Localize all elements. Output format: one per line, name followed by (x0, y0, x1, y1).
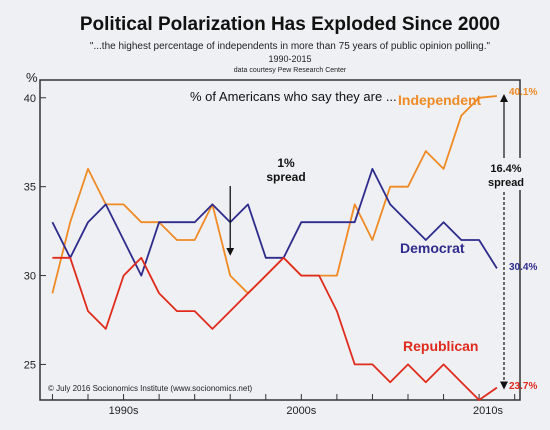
data-source: data courtesy Pew Research Center (234, 67, 347, 74)
series-label-republican: Republican (403, 338, 478, 354)
series-line-democrat (51, 167, 498, 277)
x-tick-label: 2000s (286, 405, 316, 417)
chart-subtitle: "...the highest percentage of independen… (90, 41, 491, 52)
spread-2000-label: spread (266, 170, 305, 184)
end-value-democrat: 30.4% (509, 262, 537, 273)
x-tick-label: 2010s (473, 405, 503, 417)
series-label-democrat: Democrat (400, 240, 465, 256)
end-value-independent: 40.1% (509, 87, 537, 98)
y-tick-label: 35 (24, 182, 36, 194)
series-label-independent: Independent (398, 92, 482, 108)
plot-frame (39, 79, 521, 401)
y-tick-label: 30 (24, 271, 36, 283)
spread-2015-label-bg (486, 158, 526, 190)
y-tick-label: 25 (24, 359, 36, 371)
y-axis-ticks: 40 35 30 25 (24, 93, 46, 371)
header-text: % of Americans who say they are ... (190, 89, 397, 104)
series-lines (51, 95, 498, 401)
spread-2015-label: spread (488, 177, 524, 189)
spread-2000-value: 1% (277, 156, 295, 170)
chart-title: Political Polarization Has Exploded Sinc… (80, 14, 500, 35)
spread-2015-value: 16.4% (490, 163, 521, 175)
date-range: 1990-2015 (268, 54, 311, 64)
y-tick-label: 40 (24, 93, 36, 105)
end-value-republican: 23.7% (509, 381, 537, 392)
x-axis-ticks: 1990s 2000s 2010s (51, 394, 516, 417)
x-tick-label: 1990s (109, 405, 139, 417)
y-axis-label: % (26, 70, 38, 85)
series-line-republican (52, 256, 498, 401)
copyright: © July 2016 Socionomics Institute (www.s… (48, 384, 253, 393)
